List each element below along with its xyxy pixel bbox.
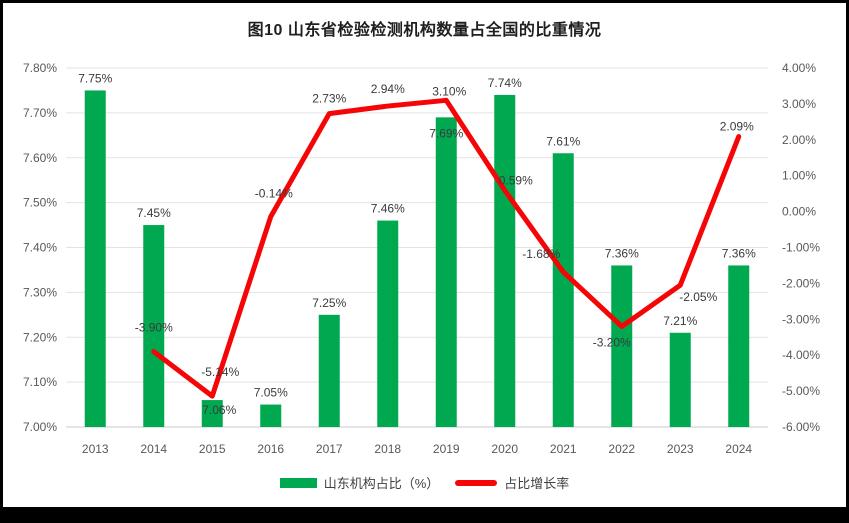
left-axis-tick: 7.10% bbox=[23, 375, 57, 389]
left-axis-tick: 7.70% bbox=[23, 106, 57, 120]
right-axis-tick: -1.00% bbox=[782, 241, 820, 255]
line-value-label: -5.14% bbox=[201, 365, 239, 379]
year-label: 2020 bbox=[491, 442, 518, 456]
line-value-label: 3.10% bbox=[432, 84, 466, 98]
right-axis-tick: 0.00% bbox=[782, 205, 816, 219]
year-label: 2024 bbox=[725, 442, 752, 456]
bar bbox=[318, 314, 340, 427]
bar-value-label: 7.69% bbox=[429, 126, 463, 140]
year-label: 2023 bbox=[667, 442, 694, 456]
legend-bar-label: 山东机构占比（%） bbox=[323, 476, 440, 491]
bar bbox=[669, 332, 691, 427]
year-label: 2016 bbox=[257, 442, 284, 456]
bar bbox=[377, 220, 399, 427]
bar-value-label: 7.06% bbox=[202, 403, 236, 417]
bar-value-label: 7.45% bbox=[137, 206, 171, 220]
bar bbox=[260, 404, 282, 427]
year-label: 2013 bbox=[82, 442, 109, 456]
line-value-label: -3.90% bbox=[135, 321, 173, 335]
line-value-label: -0.14% bbox=[255, 187, 293, 201]
line-value-label: 2.94% bbox=[371, 82, 405, 96]
bar bbox=[143, 225, 165, 427]
right-axis-tick: 2.00% bbox=[782, 133, 816, 147]
line-value-label: 2.73% bbox=[312, 92, 346, 106]
year-label: 2017 bbox=[316, 442, 343, 456]
year-label: 2014 bbox=[140, 442, 167, 456]
year-label: 2018 bbox=[374, 442, 401, 456]
bar bbox=[435, 117, 457, 428]
left-axis-tick: 7.00% bbox=[23, 420, 57, 434]
legend-bar-swatch-icon bbox=[279, 477, 317, 488]
right-axis-tick: -6.00% bbox=[782, 420, 820, 434]
line-value-label: 2.09% bbox=[720, 120, 754, 134]
line-value-label: -1.68% bbox=[522, 247, 560, 261]
right-axis-tick: 3.00% bbox=[782, 97, 816, 111]
right-axis-tick: -5.00% bbox=[782, 384, 820, 398]
growth-line bbox=[151, 97, 742, 399]
bar bbox=[494, 94, 516, 428]
left-axis-tick: 7.80% bbox=[23, 61, 57, 75]
bar-value-label: 7.21% bbox=[663, 314, 697, 328]
bar-value-label: 7.36% bbox=[605, 246, 639, 260]
left-axis-tick: 7.60% bbox=[23, 151, 57, 165]
bar bbox=[201, 400, 223, 427]
left-axis-tick: 7.20% bbox=[23, 330, 57, 344]
legend-line-swatch-icon bbox=[455, 479, 498, 486]
bar bbox=[728, 265, 750, 427]
bar-value-label: 7.05% bbox=[254, 386, 288, 400]
right-axis-tick: -2.00% bbox=[782, 276, 820, 290]
left-axis-tick: 7.30% bbox=[23, 285, 57, 299]
bar-value-label: 7.75% bbox=[78, 71, 112, 85]
chart-legend: 山东机构占比（%） 占比增长率 bbox=[3, 473, 846, 492]
combo-chart-plot: 7.80% 7.70% 7.60% 7.50% 7.40% 7.30% 7.20% 7.10%… bbox=[23, 61, 820, 456]
right-axis-tick: -3.00% bbox=[782, 312, 820, 326]
line-value-label: 0.59% bbox=[499, 173, 533, 187]
right-axis-tick: -4.00% bbox=[782, 348, 820, 362]
bar-value-label: 7.74% bbox=[488, 76, 522, 90]
right-axis-tick: 4.00% bbox=[782, 61, 816, 75]
year-label: 2022 bbox=[608, 442, 635, 456]
bar-value-label: 7.61% bbox=[546, 134, 580, 148]
year-label: 2019 bbox=[433, 442, 460, 456]
bottom-black-bar bbox=[3, 507, 846, 520]
line-value-label: -3.20% bbox=[593, 335, 631, 349]
bar bbox=[552, 153, 574, 427]
line-value-label: -2.05% bbox=[679, 290, 717, 304]
legend-line-label: 占比增长率 bbox=[504, 476, 570, 491]
year-label: 2015 bbox=[199, 442, 226, 456]
right-axis-tick: 1.00% bbox=[782, 169, 816, 183]
bar-value-label: 7.46% bbox=[371, 202, 405, 216]
year-label: 2021 bbox=[550, 442, 577, 456]
bar-value-label: 7.25% bbox=[312, 296, 346, 310]
chart-title: 图10 山东省检验检测机构数量占全国的比重情况 bbox=[247, 22, 602, 39]
bar bbox=[611, 265, 633, 427]
bar-value-label: 7.36% bbox=[722, 246, 756, 260]
left-axis-tick: 7.40% bbox=[23, 241, 57, 255]
legend-item-bar: 山东机构占比（%） bbox=[279, 473, 440, 492]
bar bbox=[84, 90, 106, 427]
legend-item-line: 占比增长率 bbox=[455, 473, 569, 492]
left-axis-tick: 7.50% bbox=[23, 196, 57, 210]
